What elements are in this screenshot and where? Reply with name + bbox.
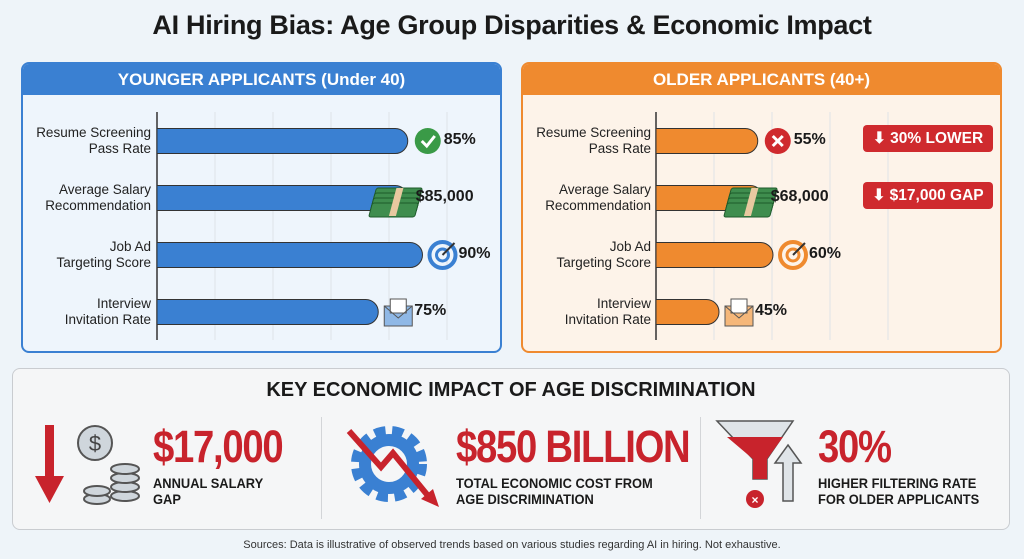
bar	[655, 299, 720, 325]
older-panel-header: OLDER APPLICANTS (40+)	[523, 64, 1000, 95]
badge-text: $17,000 GAP	[889, 187, 984, 204]
economic-impact-panel: KEY ECONOMIC IMPACT OF AGE DISCRIMINATIO…	[12, 368, 1010, 530]
broken-gear-decline-icon	[346, 426, 439, 507]
bar	[655, 128, 759, 154]
label-line: GAP	[153, 491, 181, 507]
bar-chart	[156, 112, 458, 340]
check-circle-icon	[414, 128, 441, 154]
value-label: 90%	[458, 245, 491, 262]
impact-title: KEY ECONOMIC IMPACT OF AGE DISCRIMINATIO…	[266, 379, 756, 401]
value-label: 85%	[443, 131, 476, 148]
younger-panel-header: YOUNGER APPLICANTS (Under 40)	[23, 64, 500, 95]
x-circle-icon	[764, 128, 791, 154]
value-label: 45%	[755, 302, 788, 319]
envelope-icon	[383, 298, 413, 327]
label-line: TOTAL ECONOMIC COST FROM	[456, 475, 653, 491]
target-icon	[778, 240, 808, 270]
category-label: Job Ad Targeting Score	[556, 239, 651, 270]
annotation-badge-lower: ⬇ 30% LOWER	[863, 125, 993, 152]
impact-label-economic-cost: TOTAL ECONOMIC COST FROM AGE DISCRIMINATI…	[456, 475, 653, 507]
older-applicants-panel: OLDER APPLICANTS (40+) ⬇ 30% LOWER ⬇ $17…	[521, 62, 1002, 353]
envelope-icon	[724, 298, 754, 327]
target-icon	[427, 240, 458, 270]
filter-funnel-icon: ×	[715, 420, 803, 508]
category-label: Resume Screening Pass Rate	[536, 125, 651, 156]
value-label: $68,000	[770, 188, 829, 205]
category-label: Interview Invitation Rate	[64, 296, 151, 327]
younger-applicants-panel: YOUNGER APPLICANTS (Under 40) Resume Scr…	[21, 62, 502, 353]
value-label: 55%	[793, 131, 826, 148]
svg-text:×: ×	[751, 493, 758, 507]
label-line: FOR OLDER APPLICANTS	[818, 491, 980, 507]
impact-value-salary-gap: $17,000	[153, 421, 284, 472]
bar-chart	[655, 112, 889, 340]
page-title: AI Hiring Bias: Age Group Disparities & …	[152, 10, 872, 40]
impact-label-filtering-rate: HIGHER FILTERING RATE FOR OLDER APPLICANT…	[818, 475, 979, 507]
bar	[156, 299, 379, 325]
sources-note: Sources: Data is illustrative of observe…	[243, 539, 781, 551]
category-label: Interview Invitation Rate	[564, 296, 651, 327]
divider	[321, 417, 322, 519]
category-label: Resume Screening Pass Rate	[36, 125, 151, 156]
divider	[700, 417, 701, 519]
impact-value-economic-cost: $850 BILLION	[456, 421, 691, 472]
bar	[156, 128, 409, 154]
label-line: HIGHER FILTERING RATE	[818, 475, 977, 491]
impact-label-salary-gap: ANNUAL SALARY GAP	[153, 475, 263, 507]
bar	[655, 242, 774, 268]
label-line: ANNUAL SALARY	[153, 475, 264, 491]
salary-decline-coins-icon: $	[35, 425, 140, 505]
svg-text:$: $	[89, 431, 101, 456]
bar	[156, 242, 423, 268]
category-label: Job Ad Targeting Score	[56, 239, 151, 270]
impact-value-filtering-rate: 30%	[818, 421, 892, 472]
badge-text: 30% LOWER	[890, 130, 984, 147]
category-label: Average Salary Recommendation	[545, 182, 651, 213]
value-label: 75%	[414, 302, 447, 319]
category-label: Average Salary Recommendation	[45, 182, 151, 213]
label-line: AGE DISCRIMINATION	[456, 491, 594, 507]
money-stack-icon	[368, 187, 423, 218]
annotation-badge-gap: ⬇ $17,000 GAP	[863, 182, 993, 209]
bar	[156, 185, 409, 211]
value-label: $85,000	[415, 188, 474, 205]
money-stack-icon	[723, 187, 778, 218]
value-label: 60%	[809, 245, 842, 262]
